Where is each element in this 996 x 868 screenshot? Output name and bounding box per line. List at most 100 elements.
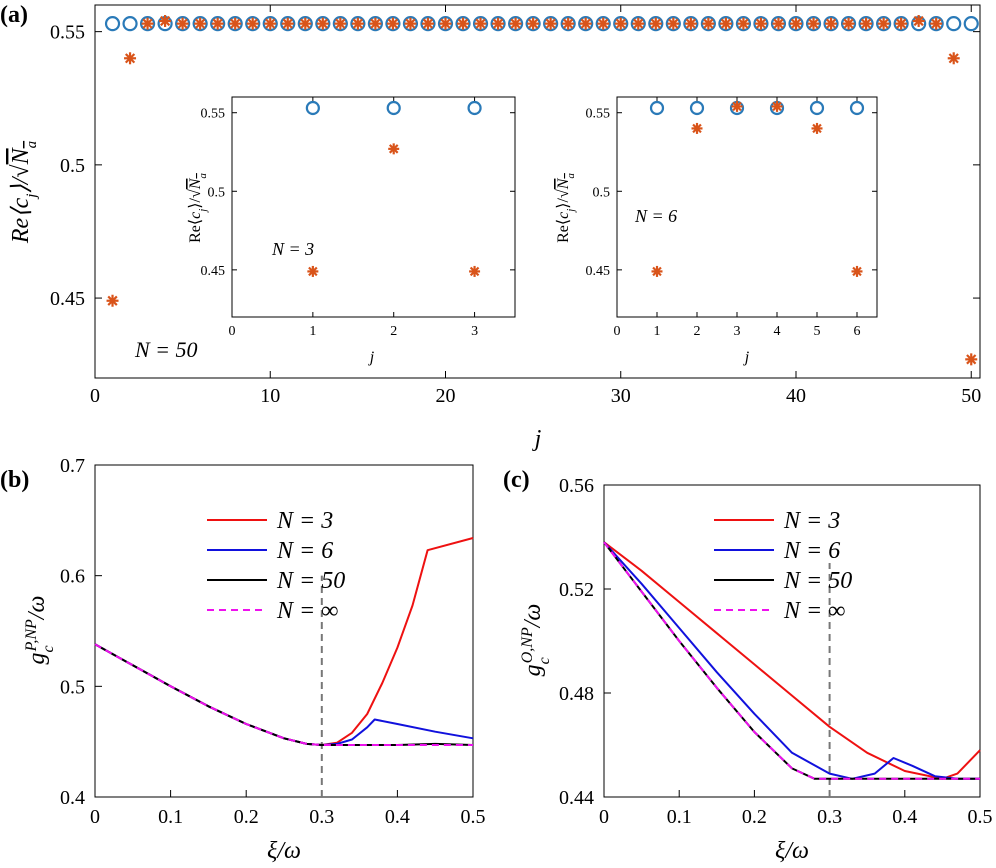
panel-b-plot: 0 0.1 0.2 0.3 0.4 0.50.40.50.60.7 N = 3N = 6N… <box>60 455 486 828</box>
scatter-point-star <box>731 100 743 112</box>
scatter-point-star <box>527 17 540 30</box>
panel-b-legend: N = 3 N = 6 N = 50 N = ∞ <box>207 508 345 624</box>
scatter-point-star <box>469 265 481 277</box>
panel-b-label: (b) <box>0 467 29 493</box>
scatter-point-star <box>351 17 364 30</box>
xtick-label: 10 <box>260 385 280 407</box>
scatter-point-circle <box>718 16 734 32</box>
scatter-point-star <box>388 143 400 155</box>
xtick-label: 1 <box>654 324 661 339</box>
scatter-point-circle <box>649 100 665 116</box>
scatter-point-circle <box>689 100 705 116</box>
scatter-point-star <box>930 17 943 30</box>
ytick-label: 0.45 <box>586 264 611 279</box>
panel-a-annotation: N = 50 <box>134 337 198 362</box>
legend-label: N = 6 <box>276 538 333 564</box>
panel-a-frame <box>94 4 981 379</box>
inset1-ylabel: Re⟨cj⟩/√Na <box>187 173 209 243</box>
panel-b-ticks: 0 0.1 0.2 0.3 0.4 0.5 0.4 0.5 0.6 0.7 <box>60 455 486 828</box>
inset1-annotation: N = 3 <box>271 239 314 259</box>
ytick-label: 0.4 <box>60 787 85 809</box>
xtick-label: 0.2 <box>234 806 259 828</box>
panel-c-ticks: 0 0.1 0.2 0.3 0.4 0.5 0.44 0.48 0.52 0.56 <box>559 475 993 828</box>
scatter-point-star <box>509 17 522 30</box>
scatter-point-circle <box>805 16 822 32</box>
scatter-point-circle <box>297 16 313 32</box>
ytick-label: 0.56 <box>559 475 594 497</box>
scatter-point-star <box>597 17 610 30</box>
scatter-point-star <box>947 52 960 65</box>
xtick-label: 0.1 <box>667 806 692 828</box>
scatter-point-star <box>851 265 863 277</box>
scatter-point-circle <box>858 16 874 32</box>
scatter-point-circle <box>315 16 331 32</box>
xtick-label: 2 <box>694 324 701 339</box>
scatter-point-star <box>562 17 575 30</box>
scatter-point-circle <box>332 16 348 32</box>
panel-c-marks <box>603 541 981 797</box>
scatter-point-circle <box>683 16 699 32</box>
scatter-point-circle <box>192 16 208 32</box>
scatter-point-circle <box>543 16 559 32</box>
scatter-point-star <box>807 17 820 30</box>
scatter-point-star <box>369 17 382 30</box>
xtick-label: 1 <box>309 324 316 339</box>
panel-a-xlabel: j <box>532 426 542 452</box>
legend-label: N = ∞ <box>783 598 845 624</box>
ytick-label: 0.45 <box>50 288 85 310</box>
scatter-point-star <box>281 17 294 30</box>
inset2-ylabel: Re⟨cj⟩/√Na <box>555 173 577 243</box>
scatter-point-circle <box>280 16 296 32</box>
xtick-label: 0 <box>614 324 621 339</box>
inset2-xlabel: j <box>743 349 750 366</box>
scatter-point-circle <box>472 16 489 32</box>
inset1-ticks: 0 1 2 3 0.45 0.5 0.55 <box>201 97 515 339</box>
scatter-point-circle <box>665 16 681 32</box>
xtick-label: 0.3 <box>817 806 842 828</box>
scatter-point-star <box>825 17 838 30</box>
xtick-label: 0.5 <box>968 806 993 828</box>
scatter-point-circle <box>305 100 320 116</box>
panel-c-legend: N = 3 N = 6 N = 50 N = ∞ <box>714 508 852 624</box>
legend-label: N = ∞ <box>276 598 338 624</box>
panel-c-ylabel-wrap: gcO,NP/ω <box>519 604 553 677</box>
scatter-point-circle <box>490 16 506 32</box>
scatter-point-circle <box>386 100 401 116</box>
scatter-point-circle <box>849 100 865 116</box>
scatter-point-circle <box>595 16 611 32</box>
xtick-label: 0.2 <box>742 806 767 828</box>
scatter-point-star <box>719 17 732 30</box>
panel-c-xlabel: ξ/ω <box>775 838 809 864</box>
scatter-point-circle <box>367 16 383 32</box>
scatter-point-star <box>299 17 312 30</box>
panel-b-xlabel: ξ/ω <box>267 838 301 864</box>
scatter-point-star <box>176 17 189 30</box>
inset2-annotation: N = 6 <box>634 206 677 226</box>
legend-label: N = 50 <box>783 568 852 594</box>
panel-b-frame <box>94 464 474 798</box>
scatter-point-star <box>771 100 783 112</box>
legend-label: N = 50 <box>276 568 345 594</box>
panel-a-label: (a) <box>0 2 28 28</box>
scatter-point-circle <box>437 16 454 32</box>
scatter-point-star <box>457 17 470 30</box>
scatter-point-circle <box>420 16 436 32</box>
scatter-point-star <box>474 17 487 30</box>
scatter-point-star <box>421 17 434 30</box>
xtick-label: 3 <box>734 324 741 339</box>
scatter-point-star <box>860 17 873 30</box>
scatter-point-circle <box>823 16 839 32</box>
ytick-label: 0.48 <box>559 683 594 705</box>
inset1-ylabel-wrap: Re⟨cj⟩/√Na <box>187 173 209 243</box>
panel-a-plot: 0 10 20 30 40 500.450.50.55 <box>50 4 981 407</box>
inset2-frame <box>616 96 878 318</box>
scatter-point-circle <box>104 16 121 32</box>
scatter-point-star <box>141 17 154 30</box>
scatter-point-star <box>614 17 627 30</box>
scatter-point-circle <box>630 16 646 32</box>
scatter-point-star <box>965 353 978 366</box>
xtick-label: 0 <box>90 806 100 828</box>
scatter-point-star <box>334 17 347 30</box>
inset1-xlabel: j <box>368 349 375 366</box>
